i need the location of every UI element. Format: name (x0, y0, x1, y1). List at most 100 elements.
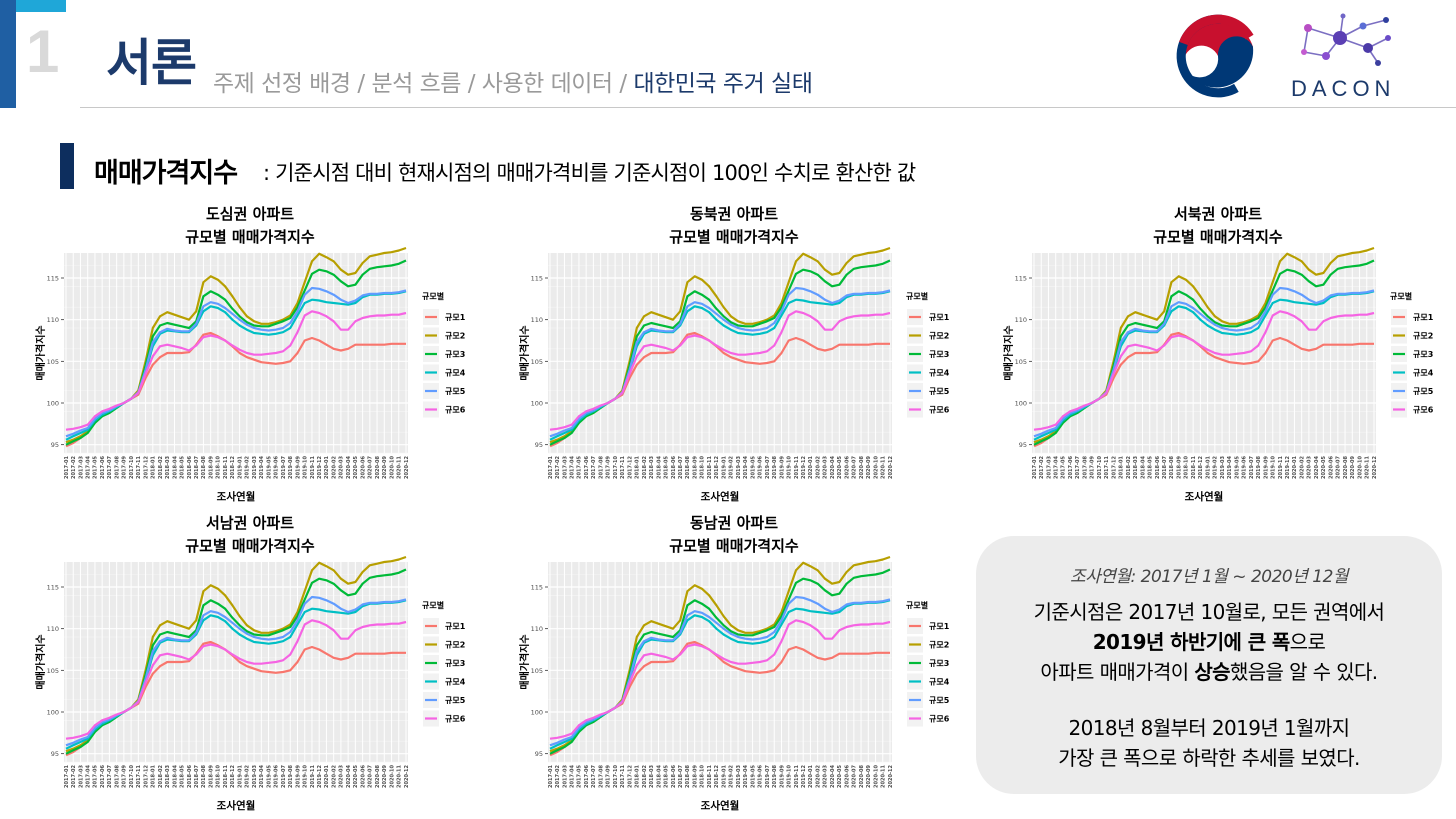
x-tick-label: 2017-04 (86, 764, 92, 787)
x-tick-label: 2019-11 (310, 455, 316, 478)
x-tick-label: 2017-04 (1054, 455, 1060, 478)
x-axis-label: 조사연월 (701, 799, 740, 812)
y-axis-label: 매매가격지수 (34, 325, 47, 380)
legend-label: 규모6 (929, 715, 950, 724)
x-tick-label: 2019-10 (303, 455, 309, 478)
chart-title-line2: 규모별 매매가격지수 (669, 228, 799, 246)
breadcrumb-item-flow[interactable]: 분석 흐름 (371, 71, 461, 97)
x-tick-label: 2020-09 (382, 764, 388, 787)
y-tick-label: 110 (1015, 316, 1027, 324)
note-line-1: 기준시점은 2017년 10월로, 모든 권역에서 (1033, 600, 1385, 624)
x-tick-label: 2017-10 (129, 764, 135, 787)
legend-label: 규모5 (929, 696, 950, 705)
section-number: 1 (26, 18, 60, 85)
section-accent-bar (0, 0, 16, 108)
x-axis-label: 조사연월 (1185, 490, 1224, 503)
y-tick-label: 100 (531, 400, 543, 408)
legend-label: 규모4 (929, 369, 950, 378)
x-tick-label: 2020-07 (852, 455, 858, 478)
x-tick-label: 2018-08 (201, 764, 207, 787)
x-tick-label: 2018-05 (664, 455, 670, 478)
x-tick-label: 2020-03 (339, 764, 345, 787)
breadcrumb-item-topic[interactable]: 주제 선정 배경 (213, 71, 351, 97)
legend-label: 규모2 (445, 332, 465, 341)
x-tick-label: 2019-03 (736, 455, 742, 478)
x-tick-label: 2017-07 (1075, 455, 1081, 478)
x-tick-label: 2017-06 (100, 764, 106, 787)
x-tick-label: 2018-02 (158, 764, 164, 787)
x-tick-label: 2019-03 (252, 764, 258, 787)
x-tick-label: 2017-03 (1046, 455, 1052, 478)
x-tick-label: 2017-06 (584, 764, 590, 787)
x-tick-label: 2019-08 (772, 455, 778, 478)
x-tick-label: 2020-04 (830, 455, 836, 478)
legend-label: 규모4 (445, 369, 466, 378)
x-tick-label: 2019-01 (237, 455, 243, 478)
legend-label: 규모5 (1413, 387, 1434, 396)
y-tick-label: 95 (535, 441, 543, 449)
legend-label: 규모5 (445, 387, 466, 396)
x-tick-label: 2019-09 (295, 455, 301, 478)
x-tick-label: 2020-03 (1307, 455, 1313, 478)
x-tick-label: 2020-05 (837, 764, 843, 787)
x-tick-label: 2017-07 (107, 764, 113, 787)
x-tick-label: 2017-01 (64, 764, 70, 787)
x-tick-label: 2019-02 (245, 455, 251, 478)
x-tick-label: 2018-09 (208, 764, 214, 787)
y-tick-label: 95 (51, 441, 59, 449)
x-tick-label: 2018-03 (165, 764, 171, 787)
x-tick-label: 2019-07 (765, 455, 771, 478)
x-tick-label: 2017-12 (143, 455, 149, 478)
breadcrumb-item-data[interactable]: 사용한 데이터 (481, 71, 613, 97)
x-tick-label: 2018-10 (216, 455, 222, 478)
y-axis-label: 매매가격지수 (518, 634, 531, 689)
x-tick-label: 2018-09 (208, 455, 214, 478)
x-tick-label: 2018-12 (230, 764, 236, 787)
x-tick-label: 2020-10 (873, 455, 879, 478)
y-tick-label: 105 (531, 358, 543, 366)
x-tick-label: 2018-06 (187, 455, 193, 478)
x-tick-label: 2018-12 (230, 455, 236, 478)
x-tick-label: 2018-09 (692, 455, 698, 478)
y-tick-label: 105 (47, 358, 59, 366)
x-tick-label: 2019-12 (317, 764, 323, 787)
chart-title-line2: 규모별 매매가격지수 (669, 537, 799, 555)
x-tick-label: 2020-12 (1372, 455, 1378, 478)
x-tick-label: 2019-11 (1278, 455, 1284, 478)
x-tick-label: 2019-11 (310, 764, 316, 787)
x-tick-label: 2018-09 (692, 764, 698, 787)
x-tick-label: 2019-10 (787, 764, 793, 787)
chart-title-line2: 규모별 매매가격지수 (1153, 228, 1283, 246)
x-tick-label: 2019-05 (750, 764, 756, 787)
x-tick-label: 2018-08 (201, 455, 207, 478)
breadcrumb-item-housing[interactable]: 대한민국 주거 실태 (633, 71, 813, 97)
x-tick-label: 2019-05 (266, 764, 272, 787)
x-tick-label: 2020-12 (888, 764, 894, 787)
section-accent-tab (16, 0, 66, 12)
x-tick-label: 2017-06 (1068, 455, 1074, 478)
x-tick-label: 2020-01 (808, 455, 814, 478)
x-tick-label: 2019-10 (303, 764, 309, 787)
x-tick-label: 2017-01 (548, 455, 554, 478)
x-tick-label: 2017-09 (1090, 455, 1096, 478)
legend-title: 규모별 (1390, 291, 1412, 301)
y-tick-label: 110 (47, 316, 59, 324)
y-tick-label: 105 (47, 667, 59, 675)
x-tick-label: 2020-08 (375, 455, 381, 478)
x-tick-label: 2018-11 (223, 764, 229, 787)
dacon-network-icon (1301, 13, 1391, 66)
legend-title: 규모별 (906, 291, 928, 301)
y-tick-label: 95 (51, 750, 59, 758)
series-line-6 (549, 310, 891, 431)
y-tick-label: 100 (1015, 400, 1027, 408)
y-tick-label: 100 (47, 400, 59, 408)
x-tick-label: 2017-02 (71, 764, 77, 787)
x-tick-label: 2019-09 (1263, 455, 1269, 478)
chart-dongbuk: 동북권 아파트 규모별 매매가격지수 95 100 105 110 115 2017-01… (518, 205, 964, 510)
x-tick-label: 2018-08 (685, 764, 691, 787)
x-tick-label: 2020-01 (324, 455, 330, 478)
x-tick-label: 2020-02 (815, 764, 821, 787)
chart-title-line1: 도심권 아파트 (205, 205, 295, 223)
x-tick-label: 2018-07 (678, 455, 684, 478)
x-tick-label: 2020-12 (404, 764, 410, 787)
